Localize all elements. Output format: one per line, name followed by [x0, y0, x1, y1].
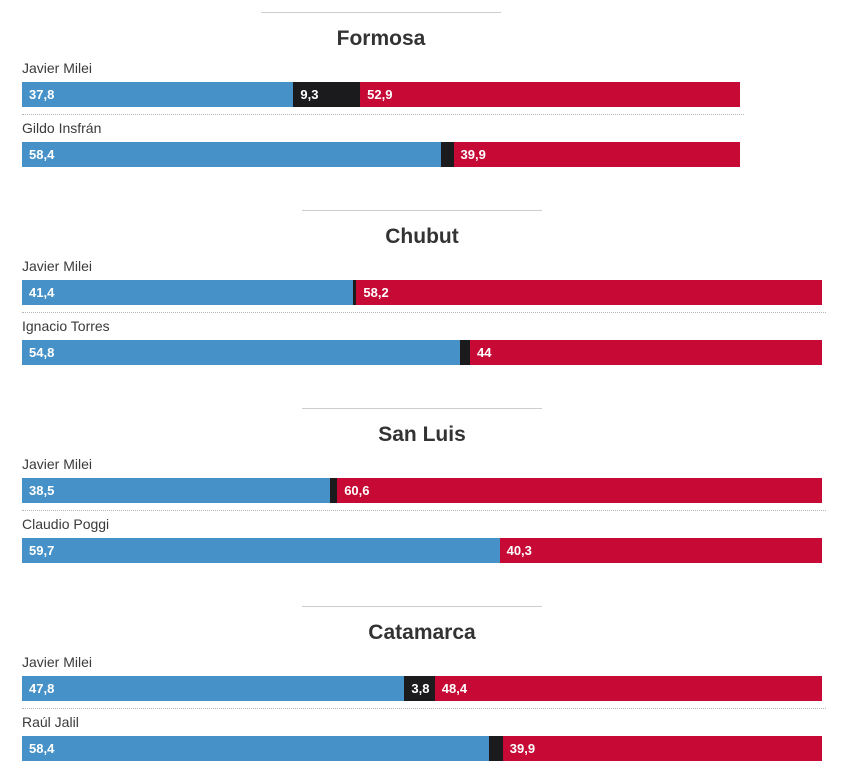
candidate-name-label: Claudio Poggi [22, 516, 110, 532]
segment-value-label: 47,8 [29, 681, 55, 696]
bar-segment-blue: 47,8 [22, 676, 405, 701]
segment-value-label: 58,4 [29, 147, 55, 162]
segment-value-label: 60,6 [344, 483, 370, 498]
stacked-bar: 58,4 39,9 [22, 736, 822, 761]
bar-segment-blue: 58,4 [22, 142, 442, 167]
province-title: Formosa [336, 27, 426, 50]
bar-segment-blue: 41,4 [22, 280, 354, 305]
stacked-bar: 37,8 9,3 52,9 [22, 82, 740, 107]
candidate-row: Javier Milei 41,4 58,2 [0, 258, 844, 313]
title-rule [261, 12, 501, 13]
bar-segment-black [330, 478, 338, 503]
candidate-name-label: Javier Milei [22, 456, 93, 472]
bar-segment-black [441, 142, 454, 167]
candidate-name-label: Javier Milei [22, 654, 93, 670]
bar-segment-black: 3,8 [404, 676, 435, 701]
stacked-bar: 59,7 40,3 [22, 538, 822, 563]
segment-value-label: 59,7 [29, 543, 55, 558]
candidate-row: Raúl Jalil 58,4 39,9 [0, 714, 844, 761]
segment-value-label: 58,2 [363, 285, 389, 300]
segment-value-label: 39,9 [460, 147, 486, 162]
title-rule [302, 606, 542, 607]
segment-value-label: 54,8 [29, 345, 55, 360]
province-chart: San Luis Javier Milei 38,5 60,6 Claudio P… [0, 408, 844, 563]
candidate-row: Javier Milei 38,5 60,6 [0, 456, 844, 511]
candidate-name-label: Gildo Insfrán [22, 120, 102, 136]
row-separator [22, 114, 744, 115]
title-rule [302, 408, 542, 409]
segment-value-label: 48,4 [441, 681, 468, 696]
bar-segment-blue: 54,8 [22, 340, 461, 365]
segment-value-label: 58,4 [29, 741, 55, 756]
segment-value-label: 52,9 [367, 87, 393, 102]
province-title: San Luis [378, 423, 466, 446]
bar-segment-red: 44 [469, 340, 822, 365]
segment-value-label: 9,3 [300, 87, 319, 102]
stacked-bar: 38,5 60,6 [22, 478, 822, 503]
charts-root: Formosa Javier Milei 37,8 9,3 52,9 Gildo I… [0, 12, 848, 761]
province-title: Chubut [385, 225, 459, 248]
row-separator [22, 708, 826, 709]
province-chart: Formosa Javier Milei 37,8 9,3 52,9 Gildo I… [0, 12, 762, 167]
bar-segment-blue: 38,5 [22, 478, 330, 503]
bar-segment-black [460, 340, 470, 365]
bar-segment-red: 40,3 [499, 538, 822, 563]
segment-value-label: 38,5 [29, 483, 55, 498]
bar-segment-red: 48,4 [434, 676, 822, 701]
segment-value-label: 41,4 [29, 285, 55, 300]
stacked-bar: 47,8 3,8 48,4 [22, 676, 822, 701]
segment-value-label: 39,9 [509, 741, 536, 756]
candidate-row: Gildo Insfrán 58,4 39,9 [0, 120, 762, 167]
stacked-bar: 58,4 39,9 [22, 142, 740, 167]
bar-segment-blue: 59,7 [22, 538, 500, 563]
segment-value-label: 40,3 [506, 543, 532, 558]
bar-rows: Javier Milei 37,8 9,3 52,9 Gildo Insfrán 5… [0, 60, 762, 167]
bar-segment-red: 60,6 [337, 478, 822, 503]
bar-segment-black [353, 280, 357, 305]
title-rule [302, 210, 542, 211]
bar-rows: Javier Milei 47,8 3,8 48,4 Raúl Jalil 58,4… [0, 654, 844, 761]
candidate-row: Javier Milei 47,8 3,8 48,4 [0, 654, 844, 709]
province-chart: Chubut Javier Milei 41,4 58,2 Ignacio Tor… [0, 210, 844, 365]
stacked-bar: 41,4 58,2 [22, 280, 822, 305]
bar-segment-black: 9,3 [293, 82, 361, 107]
bar-segment-blue: 37,8 [22, 82, 294, 107]
segment-value-label: 37,8 [29, 87, 55, 102]
candidate-name-label: Raúl Jalil [22, 714, 79, 730]
candidate-row: Ignacio Torres 54,8 44 [0, 318, 844, 365]
candidate-row: Javier Milei 37,8 9,3 52,9 [0, 60, 762, 115]
bar-rows: Javier Milei 38,5 60,6 Claudio Poggi 59,7… [0, 456, 844, 563]
bar-segment-red: 58,2 [356, 280, 822, 305]
row-separator [22, 312, 826, 313]
candidate-name-label: Ignacio Torres [22, 318, 110, 334]
province-chart: Catamarca Javier Milei 47,8 3,8 48,4 Raúl … [0, 606, 844, 761]
segment-value-label: 3,8 [411, 681, 430, 696]
bar-segment-red: 39,9 [453, 142, 740, 167]
stacked-bar: 54,8 44 [22, 340, 822, 365]
province-title: Catamarca [368, 621, 476, 644]
bar-rows: Javier Milei 41,4 58,2 Ignacio Torres 54,… [0, 258, 844, 365]
candidate-row: Claudio Poggi 59,7 40,3 [0, 516, 844, 563]
segment-value-label: 44 [476, 345, 492, 360]
candidate-name-label: Javier Milei [22, 60, 93, 76]
candidate-name-label: Javier Milei [22, 258, 93, 274]
bar-segment-blue: 58,4 [22, 736, 490, 761]
bar-segment-black [489, 736, 503, 761]
bar-segment-red: 39,9 [502, 736, 822, 761]
row-separator [22, 510, 826, 511]
bar-segment-red: 52,9 [360, 82, 740, 107]
